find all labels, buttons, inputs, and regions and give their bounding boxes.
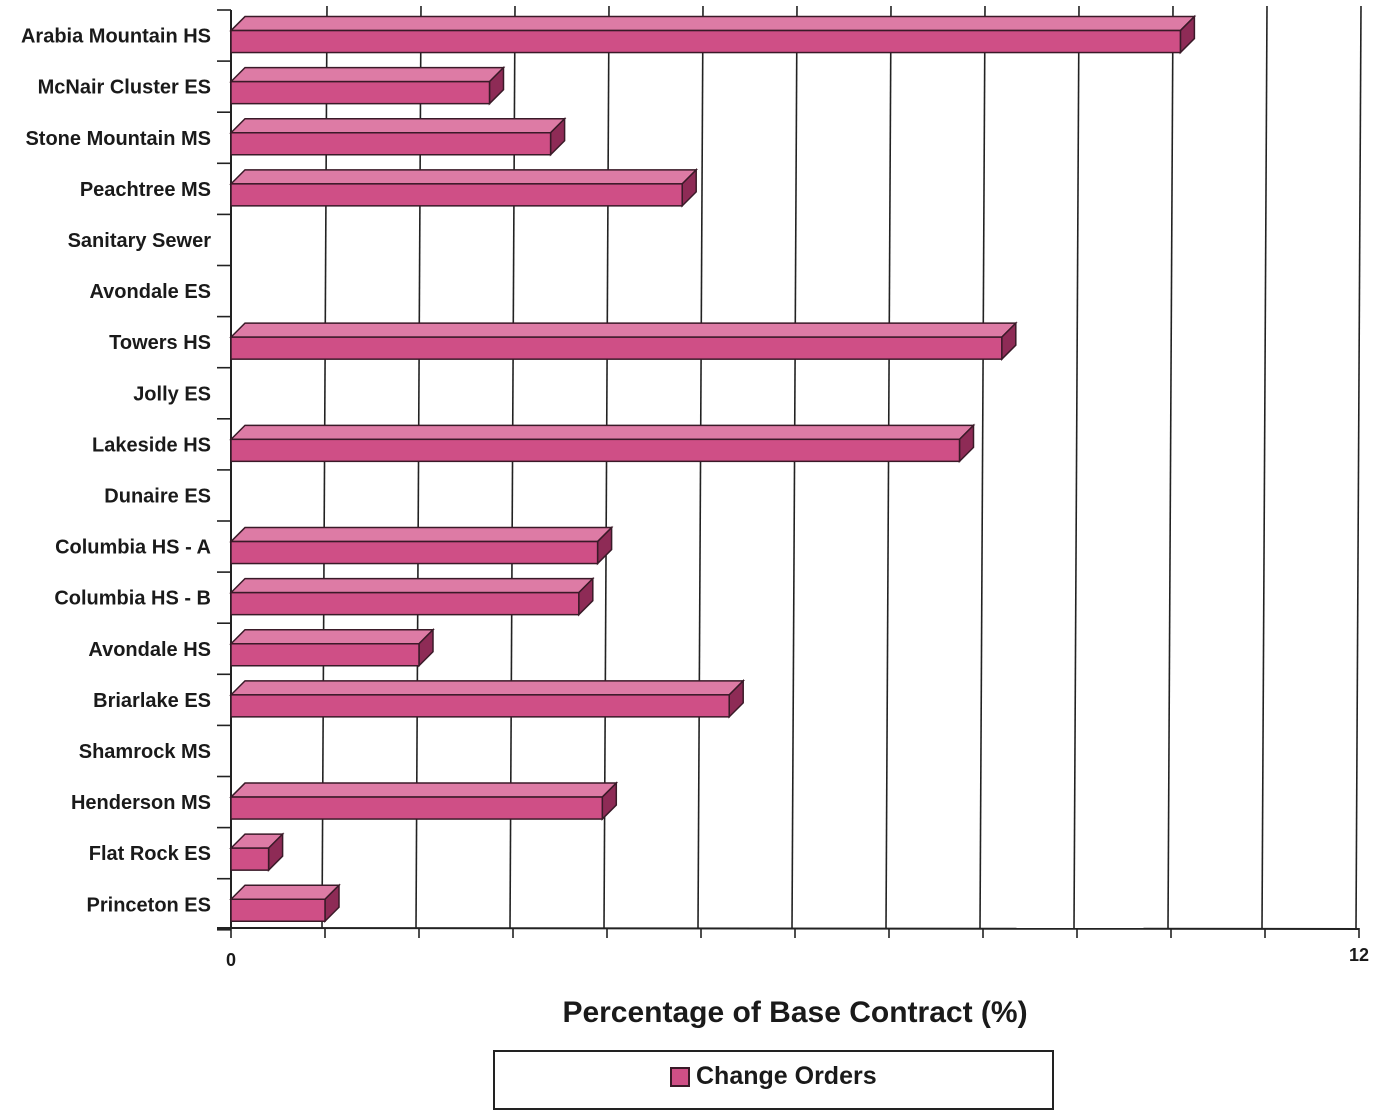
bar — [229, 781, 619, 821]
gridline — [603, 5, 610, 929]
bar-front-face — [230, 80, 491, 105]
category-label: Flat Rock ES — [89, 843, 211, 865]
bar-front-face — [230, 132, 552, 156]
bar-top-face — [229, 169, 699, 185]
gridline — [979, 5, 986, 929]
gridline — [697, 5, 704, 929]
gridline — [885, 5, 892, 929]
bars — [229, 14, 1197, 924]
category-label: Towers HS — [109, 332, 211, 354]
bar — [229, 423, 976, 464]
bar-top-face — [229, 629, 435, 645]
bar — [229, 576, 595, 617]
bar-front-face — [230, 694, 730, 718]
category-label: Avondale ES — [89, 281, 211, 303]
bar-top-face — [229, 15, 1197, 32]
bar-top-face — [229, 884, 341, 900]
category-label: Arabia Mountain HS — [21, 26, 211, 48]
bar — [229, 168, 699, 208]
category-label: Shamrock MS — [79, 741, 211, 763]
bar — [229, 14, 1197, 55]
bar-front-face — [230, 796, 604, 820]
gridline — [415, 5, 422, 929]
bar — [229, 525, 614, 566]
bar — [229, 321, 1018, 361]
category-label: Peachtree MS — [80, 179, 211, 201]
category-label: Lakeside HS — [92, 434, 211, 456]
category-label: Sanitary Sewer — [68, 230, 212, 252]
gridline — [791, 5, 798, 929]
bar — [229, 679, 746, 719]
bar-top-face — [229, 66, 506, 83]
bar-top-face — [229, 680, 746, 696]
legend-label: Change Orders — [696, 1062, 877, 1090]
bar-top-face — [229, 322, 1018, 338]
category-label: Briarlake ES — [93, 690, 211, 712]
bar — [229, 116, 567, 157]
bar-front-face — [230, 847, 270, 871]
bar-front-face — [230, 29, 1182, 54]
legend-swatch — [670, 1066, 690, 1087]
category-label: Stone Mountain MS — [25, 128, 211, 150]
gridline — [509, 5, 516, 929]
gridline — [321, 5, 328, 929]
bar-chart: Arabia Mountain HS McNair Cluster ES Stone… — [21, 5, 1369, 970]
legend-entry: Change Orders — [670, 1062, 877, 1091]
gridline — [1355, 5, 1362, 929]
bar-front-face — [230, 898, 326, 922]
x-tick-label-max: 12 — [1349, 945, 1369, 965]
x-tick-labels: 0 12 — [226, 945, 1369, 970]
category-label: Columbia HS - A — [55, 537, 211, 559]
category-label: McNair Cluster ES — [38, 77, 211, 99]
bar-top-face — [229, 577, 595, 594]
gridlines — [216, 5, 1362, 938]
gridline — [1073, 5, 1080, 929]
category-label: Henderson MS — [71, 792, 211, 814]
bar-front-face — [230, 540, 599, 565]
category-labels: Arabia Mountain HS McNair Cluster ES Stone… — [21, 26, 211, 917]
gridline — [1261, 5, 1268, 929]
bar-top-face — [229, 526, 614, 543]
x-tick-label-min: 0 — [226, 950, 236, 970]
x-axis-line — [216, 927, 1360, 930]
bar-top-face — [229, 424, 976, 441]
x-axis-title: Percentage of Base Contract (%) — [562, 996, 1028, 1029]
category-label: Dunaire ES — [104, 485, 211, 507]
legend: Change Orders — [493, 1050, 1054, 1110]
bar — [229, 65, 506, 106]
gridline — [1167, 5, 1174, 929]
bar-front-face — [230, 438, 961, 463]
bar-front-face — [230, 643, 420, 667]
category-label: Columbia HS - B — [54, 588, 211, 610]
category-label: Jolly ES — [133, 383, 211, 405]
bar — [229, 832, 285, 872]
bar-front-face — [230, 591, 580, 616]
bar — [229, 627, 435, 668]
bar — [229, 883, 341, 924]
bar-front-face — [230, 183, 683, 207]
bar-top-face — [229, 118, 567, 134]
category-label: Avondale HS — [88, 639, 211, 661]
category-label: Princeton ES — [87, 894, 211, 916]
bar-top-face — [229, 782, 619, 798]
bar-front-face — [230, 336, 1003, 360]
